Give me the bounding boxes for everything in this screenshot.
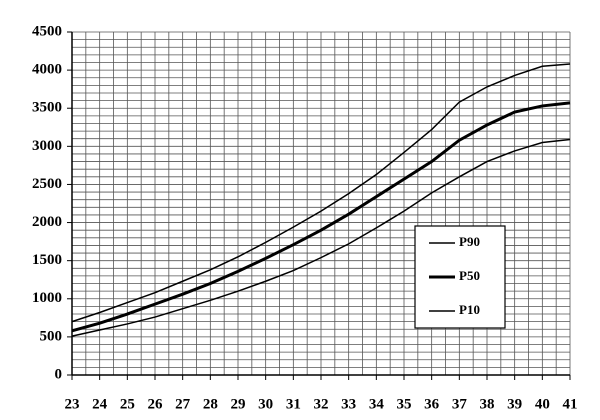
x-tick-label: 23	[65, 396, 80, 412]
y-tick-label: 4500	[32, 23, 62, 39]
legend-label: P50	[459, 268, 480, 283]
y-tick-label: 1500	[32, 252, 62, 268]
y-tick-label: 1000	[32, 290, 62, 306]
y-tick-label: 2000	[32, 214, 62, 230]
y-tick-label: 4000	[32, 62, 62, 78]
x-tick-label: 29	[231, 396, 246, 412]
x-tick-label: 39	[507, 396, 522, 412]
legend-label: P90	[459, 234, 480, 249]
x-tick-label: 24	[92, 396, 108, 412]
x-tick-label: 31	[286, 396, 301, 412]
line-series	[71, 101, 571, 333]
y-tick-label: 500	[40, 328, 63, 344]
y-tick-label: 3000	[32, 138, 62, 154]
x-tick-label: 26	[148, 396, 164, 412]
legend-label: P10	[459, 302, 480, 317]
y-tick-label: 3500	[32, 100, 62, 116]
x-tick-label: 37	[452, 396, 468, 412]
legend: P90 P50 P10	[414, 225, 506, 329]
y-tick-label: 0	[55, 366, 63, 382]
x-tick-label: 30	[258, 396, 273, 412]
x-tick-label: 27	[175, 396, 191, 412]
x-tick-label: 25	[120, 396, 135, 412]
y-tick-label: 2500	[32, 176, 62, 192]
x-tick-label: 34	[369, 396, 385, 412]
x-tick-label: 40	[535, 396, 550, 412]
x-tick-label: 35	[397, 396, 412, 412]
x-tick-label: 32	[314, 396, 329, 412]
x-tick-label: 41	[563, 396, 578, 412]
x-tick-label: 28	[203, 396, 218, 412]
line-series	[71, 138, 571, 337]
x-tick-label: 33	[341, 396, 356, 412]
x-tick-label: 38	[480, 396, 495, 412]
x-tick-label: 36	[424, 396, 440, 412]
line-series	[71, 63, 571, 323]
